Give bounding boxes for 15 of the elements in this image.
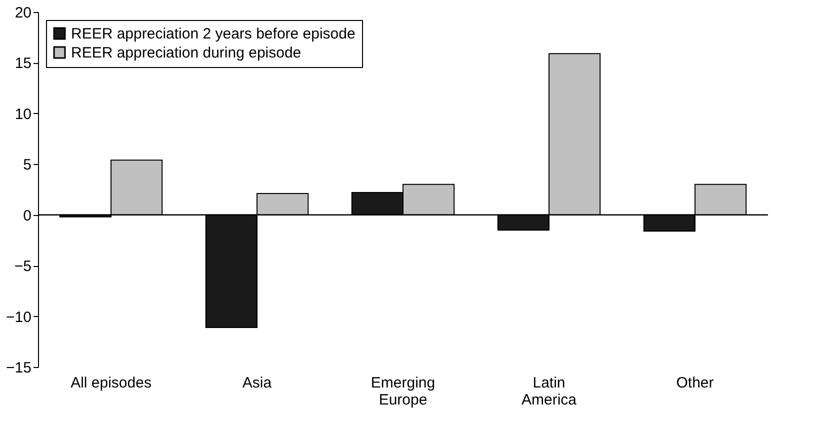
- legend-label: REER appreciation 2 years before episode: [71, 26, 356, 42]
- x-tick-label: All episodes: [70, 374, 152, 392]
- x-tick-label: Other: [676, 374, 714, 392]
- x-tick-label: Emerging Europe: [370, 374, 436, 408]
- y-tick-label: −10: [6, 308, 32, 326]
- x-tick-label: Asia: [242, 374, 272, 392]
- y-tick-label: 0: [23, 207, 32, 224]
- y-tick-label: 10: [14, 106, 32, 123]
- y-tick-label: −5: [14, 258, 32, 276]
- y-tick-label: 20: [14, 4, 32, 22]
- y-tick-label: 15: [14, 55, 32, 72]
- y-tick-label: −15: [6, 360, 32, 376]
- y-tick-label: 5: [23, 156, 32, 174]
- x-tick-label: Latin America: [521, 374, 578, 408]
- legend-label: REER appreciation during episode: [71, 44, 302, 62]
